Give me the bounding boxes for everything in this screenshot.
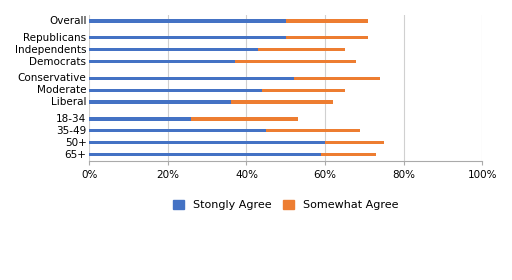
Bar: [191, 117, 297, 120]
Bar: [89, 48, 258, 51]
Bar: [321, 153, 376, 156]
Bar: [89, 77, 293, 80]
Bar: [325, 141, 384, 144]
Bar: [89, 60, 234, 63]
Bar: [258, 48, 345, 51]
Bar: [89, 101, 231, 104]
Bar: [89, 129, 266, 132]
Bar: [89, 153, 321, 156]
Legend: Stongly Agree, Somewhat Agree: Stongly Agree, Somewhat Agree: [173, 200, 398, 210]
Bar: [266, 129, 360, 132]
Bar: [89, 88, 262, 92]
Bar: [89, 19, 286, 23]
Bar: [234, 60, 356, 63]
Bar: [262, 88, 345, 92]
Bar: [286, 19, 368, 23]
Bar: [293, 77, 380, 80]
Bar: [89, 36, 286, 39]
Bar: [286, 36, 368, 39]
Bar: [231, 101, 333, 104]
Bar: [89, 117, 191, 120]
Bar: [89, 141, 325, 144]
